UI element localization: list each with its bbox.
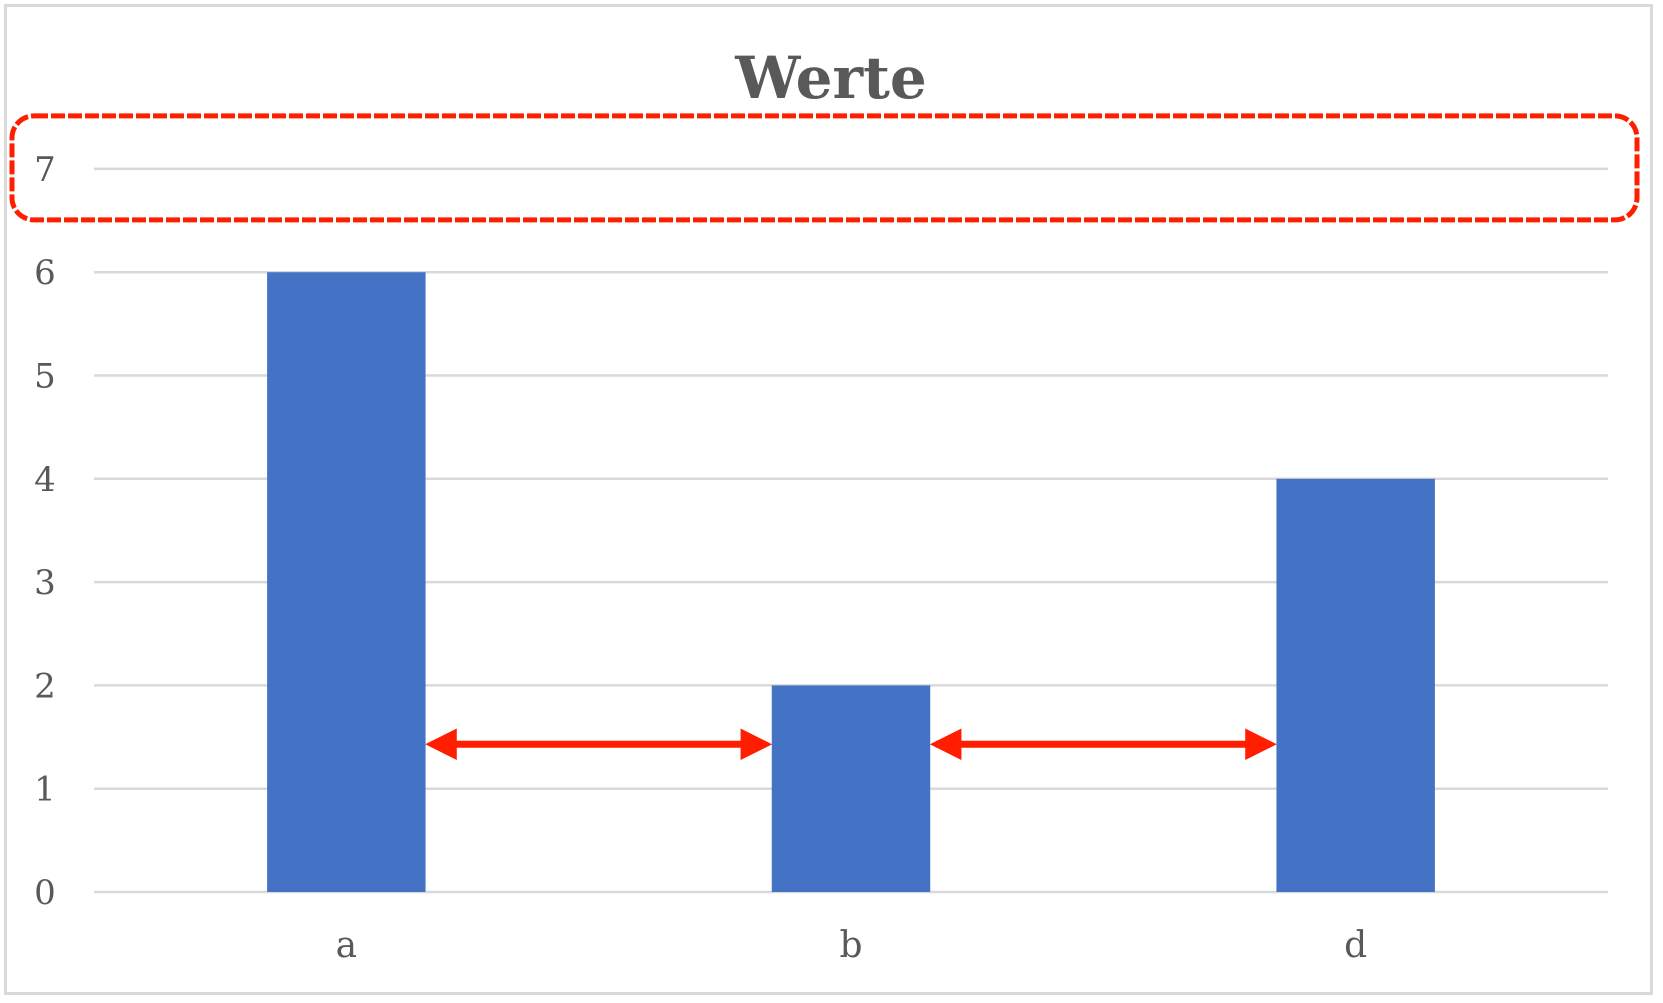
y-tick-label-3: 3 — [34, 563, 56, 603]
chart-title: Werte — [734, 44, 927, 112]
y-tick-label-4: 4 — [34, 460, 56, 500]
y-tick-label-0: 0 — [34, 873, 56, 913]
annotations — [9, 113, 1640, 761]
y-tick-label-5: 5 — [34, 357, 56, 397]
y-tick-label-2: 2 — [34, 666, 56, 706]
y-tick-label-1: 1 — [34, 770, 56, 810]
y-tick-label-6: 6 — [34, 253, 56, 293]
bar-a — [267, 272, 426, 892]
x-category-label-d: d — [1344, 925, 1367, 966]
x-category-label-a: a — [336, 925, 357, 966]
x-category-label-b: b — [839, 925, 862, 966]
bar-b — [771, 685, 931, 892]
bar-d — [1276, 478, 1435, 892]
y-axis-ticks: 0 1 2 3 4 5 6 7 — [34, 150, 56, 913]
bars — [267, 272, 1435, 892]
y-tick-label-7: 7 — [34, 150, 56, 190]
highlight-box-y7 — [9, 113, 1640, 223]
